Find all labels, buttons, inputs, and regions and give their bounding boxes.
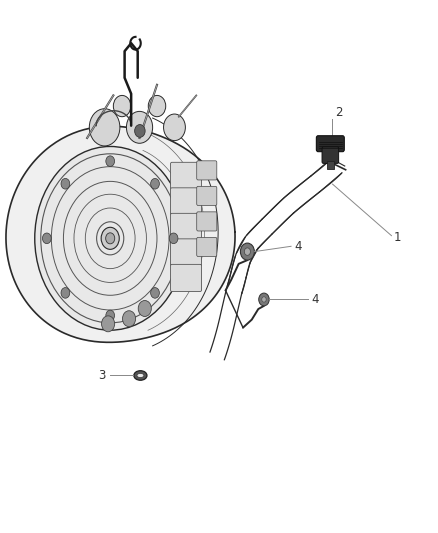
FancyBboxPatch shape [322, 147, 339, 164]
Text: 4: 4 [311, 293, 318, 306]
Polygon shape [6, 126, 235, 342]
FancyBboxPatch shape [170, 239, 201, 266]
Circle shape [113, 95, 131, 117]
FancyBboxPatch shape [170, 264, 201, 292]
Circle shape [35, 147, 186, 330]
Circle shape [101, 227, 119, 249]
Text: 3: 3 [98, 369, 106, 382]
Circle shape [106, 310, 115, 321]
Circle shape [106, 233, 115, 244]
Circle shape [151, 179, 159, 189]
Circle shape [89, 109, 120, 146]
FancyBboxPatch shape [316, 136, 344, 152]
FancyBboxPatch shape [170, 188, 201, 215]
Circle shape [127, 111, 152, 143]
Circle shape [106, 156, 115, 166]
Circle shape [163, 114, 185, 141]
FancyBboxPatch shape [197, 161, 217, 180]
Circle shape [148, 95, 166, 117]
Circle shape [151, 288, 159, 298]
Circle shape [102, 316, 115, 332]
Circle shape [138, 301, 151, 317]
Text: 1: 1 [394, 231, 401, 244]
Circle shape [123, 311, 136, 327]
Text: 2: 2 [335, 106, 342, 119]
FancyBboxPatch shape [170, 213, 201, 240]
Ellipse shape [134, 370, 147, 380]
FancyBboxPatch shape [170, 163, 201, 189]
Circle shape [169, 233, 178, 244]
Circle shape [244, 248, 251, 255]
Circle shape [262, 297, 266, 302]
Text: 4: 4 [294, 240, 302, 253]
Circle shape [259, 293, 269, 306]
FancyBboxPatch shape [197, 187, 217, 205]
Circle shape [61, 288, 70, 298]
Ellipse shape [137, 373, 144, 377]
Circle shape [240, 243, 254, 260]
Circle shape [42, 233, 51, 244]
Circle shape [61, 179, 70, 189]
FancyBboxPatch shape [197, 212, 217, 231]
Bar [327, 161, 334, 169]
FancyBboxPatch shape [197, 237, 217, 256]
Circle shape [134, 125, 145, 138]
